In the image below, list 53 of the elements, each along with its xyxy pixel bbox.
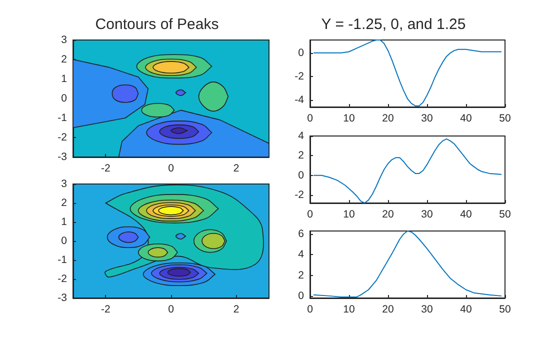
y-tick-label: -3 [58, 151, 68, 163]
x-tick-label: 20 [382, 112, 394, 124]
y-tick-label: 2 [61, 54, 68, 66]
x-tick-label: 2 [233, 304, 240, 316]
x-tick-label: 0 [307, 208, 314, 220]
y-tick-label: 1 [61, 216, 68, 228]
x-tick-label: 0 [307, 112, 314, 124]
x-tick-label: 50 [499, 208, 511, 220]
y-tick-label: 3 [61, 34, 68, 46]
x-tick-label: 0 [168, 304, 174, 316]
x-tick-label: 40 [460, 304, 472, 316]
line-series [313, 40, 502, 106]
y-tick-label: 4 [298, 248, 304, 261]
line-series [313, 230, 502, 298]
x-tick-label: 30 [421, 112, 433, 124]
x-tick-label: -2 [100, 162, 110, 174]
y-tick-label: 2 [298, 150, 304, 162]
y-tick-label: 4 [298, 130, 304, 142]
y-tick-label: -1 [58, 254, 68, 266]
x-tick-label: 40 [460, 112, 472, 124]
x-tick-label: 10 [343, 112, 355, 124]
x-tick-label: 50 [499, 304, 511, 316]
chart-title: Y = -1.25, 0, and 1.25 [321, 16, 466, 33]
y-tick-label: 6 [298, 228, 304, 240]
x-tick-label: 30 [421, 208, 433, 220]
line-series [313, 138, 502, 204]
y-tick-label: 0 [298, 46, 304, 59]
y-tick-label: -2 [58, 132, 68, 144]
x-tick-label: -2 [100, 304, 110, 316]
x-tick-label: 10 [343, 208, 355, 220]
x-tick-label: 2 [233, 162, 240, 174]
y-tick-label: 2 [61, 197, 68, 209]
y-tick-label: 1 [61, 73, 68, 85]
y-tick-label: 0 [298, 290, 304, 302]
y-tick-label: 0 [61, 235, 68, 247]
y-tick-label: -2 [58, 273, 68, 285]
y-tick-label: -4 [294, 94, 304, 106]
y-tick-label: 3 [61, 178, 68, 190]
x-tick-label: 10 [343, 304, 355, 316]
x-tick-label: 20 [382, 304, 394, 316]
x-tick-label: 20 [382, 208, 394, 220]
y-tick-label: -3 [58, 292, 68, 304]
x-tick-label: 40 [460, 208, 472, 220]
y-tick-label: -1 [58, 112, 68, 124]
x-tick-label: 0 [307, 304, 314, 316]
x-tick-label: 0 [168, 162, 174, 174]
x-tick-label: 30 [421, 304, 433, 316]
y-tick-label: 2 [298, 269, 304, 282]
y-tick-label: 0 [61, 92, 68, 104]
x-tick-label: 50 [499, 112, 511, 124]
chart-title: Contours of Peaks [95, 16, 219, 33]
y-tick-label: -2 [294, 189, 304, 202]
y-tick-label: -2 [294, 70, 304, 82]
